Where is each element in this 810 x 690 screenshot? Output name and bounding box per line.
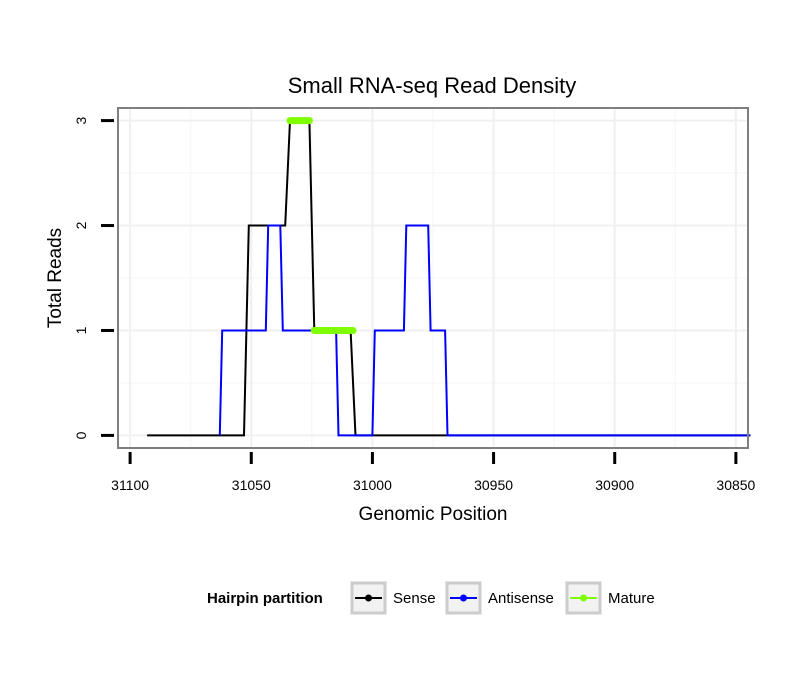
legend-dot-sense (365, 594, 372, 602)
y-tick-label: 1 (73, 326, 89, 334)
x-axis: 31100 31050 31000 30950 30900 30850 (111, 452, 756, 493)
x-tick-label: 30950 (474, 477, 513, 493)
x-tick-label: 30850 (716, 477, 755, 493)
legend-label-mature: Mature (608, 590, 655, 607)
x-tick-label: 31100 (111, 477, 149, 493)
legend-label-antisense: Antisense (488, 590, 554, 607)
x-tick-label: 31050 (232, 477, 271, 493)
x-tick-label: 30900 (595, 477, 634, 493)
legend-dot-mature (580, 594, 587, 602)
legend-label-sense: Sense (393, 590, 436, 607)
series-layer (147, 117, 751, 437)
series-line-antisense (218, 224, 751, 437)
y-tick-label: 3 (73, 116, 89, 124)
legend-dot-antisense (460, 594, 467, 602)
y-axis-title: Total Reads (45, 228, 66, 328)
chart-title: Small RNA-seq Read Density (288, 73, 577, 98)
y-tick-label: 2 (73, 221, 89, 229)
legend: Hairpin partition Sense Antisense Mature (207, 581, 655, 615)
grid (118, 108, 748, 448)
y-tick-label: 0 (73, 431, 89, 439)
x-axis-title: Genomic Position (359, 504, 508, 525)
x-tick-label: 31000 (353, 477, 392, 493)
legend-title: Hairpin partition (207, 590, 323, 607)
y-axis: 0 1 2 3 (73, 116, 114, 439)
plot-panel-border (117, 107, 749, 449)
